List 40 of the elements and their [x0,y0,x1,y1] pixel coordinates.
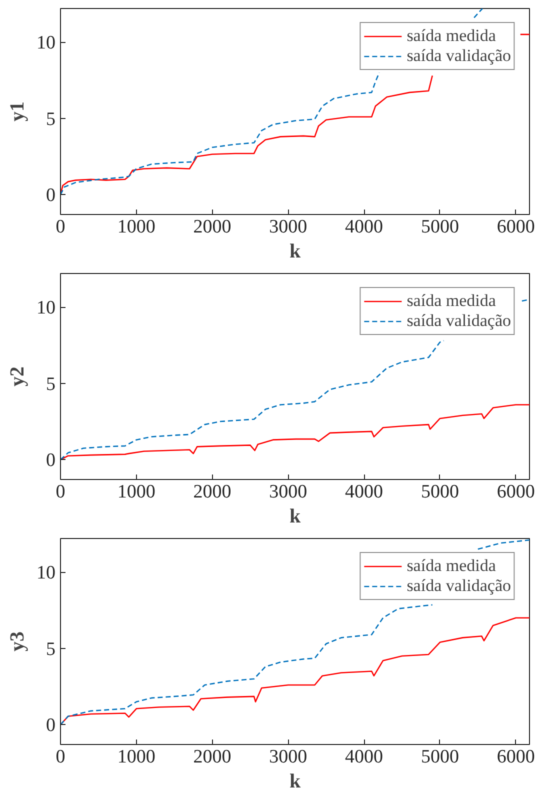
x-axis-title: k [289,506,302,528]
x-tick-label: 1000 [117,216,156,238]
x-axis-title: k [289,240,302,262]
x-tick-label: 1000 [117,482,156,502]
x-tick-label: 6000 [496,746,535,768]
legend-label: saída medida [406,26,496,46]
x-tick-label: 2000 [193,216,232,238]
y-tick-label: 10 [36,562,56,584]
legend-label: saída medida [406,556,496,576]
y-axis-title: y2 [6,366,28,386]
legend-label: saída validação [406,46,511,66]
x-tick-label: 5000 [420,482,459,502]
x-axis-title: k [289,770,302,792]
x-tick-label: 3000 [269,746,308,768]
x-tick-label: 2000 [193,482,232,502]
y-tick-label: 5 [46,108,56,130]
x-tick-label: 5000 [420,216,459,238]
x-tick-label: 1000 [117,746,156,768]
y-tick-label: 0 [46,185,56,206]
y-tick-label: 10 [36,298,56,319]
line-series [60,404,530,460]
x-tick-label: 4000 [345,216,384,238]
x-tick-label: 4000 [345,482,384,502]
y-tick-label: 5 [46,638,56,660]
x-tick-label: 5000 [420,746,459,768]
x-tick-label: 6000 [496,216,535,238]
y-tick-label: 5 [46,374,56,395]
x-tick-label: 3000 [269,482,308,502]
y-tick-label: 10 [36,32,56,54]
legend-label: saída validação [406,576,511,596]
x-tick-label: 4000 [345,746,384,768]
y-tick-label: 0 [46,450,56,472]
y-tick-label: 0 [46,715,56,736]
y-axis-title: y1 [6,102,28,122]
x-tick-label: 2000 [193,746,232,768]
legend-label: saída validação [406,311,511,331]
x-tick-label: 6000 [496,482,535,502]
legend-label: saída medida [406,291,496,311]
y-axis-title: y3 [6,632,28,652]
x-tick-label: 3000 [269,216,308,238]
